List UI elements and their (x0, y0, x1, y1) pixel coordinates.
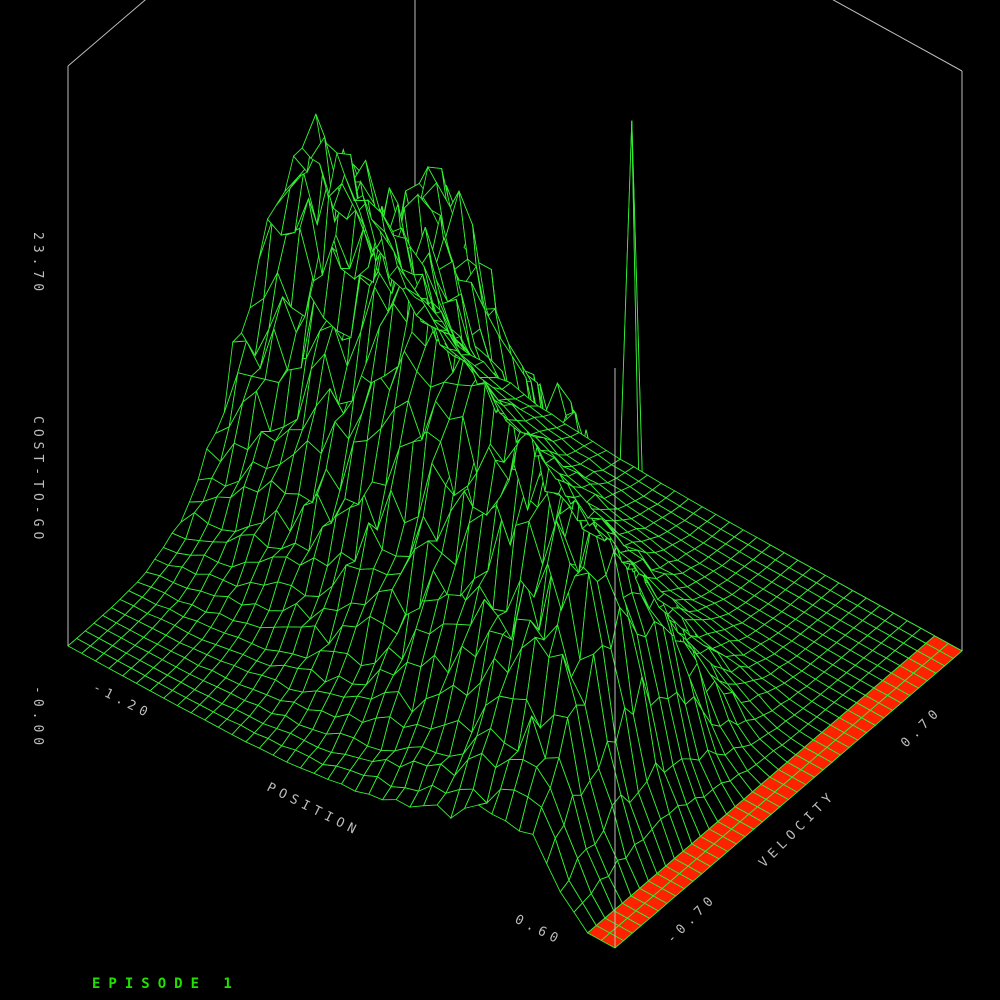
z-tick-min: -0.00 (30, 686, 45, 750)
box-edge-top-left (67, 0, 146, 67)
episode-label: EPISODE 1 (92, 976, 240, 992)
z-axis-label: COST-TO-GO (30, 416, 45, 544)
y-tick-min: -0.70 (664, 891, 720, 947)
x-axis-label: POSITION (264, 780, 362, 839)
z-tick-max: 23.70 (30, 232, 45, 296)
x-tick-max: 0.60 (512, 912, 565, 948)
box-edge-top-right (832, 0, 963, 72)
surface-cell (938, 642, 963, 659)
cost-surface-mesh (67, 112, 963, 949)
bounding-box-front (67, 66, 963, 948)
y-tick-max: 0.70 (898, 704, 945, 751)
